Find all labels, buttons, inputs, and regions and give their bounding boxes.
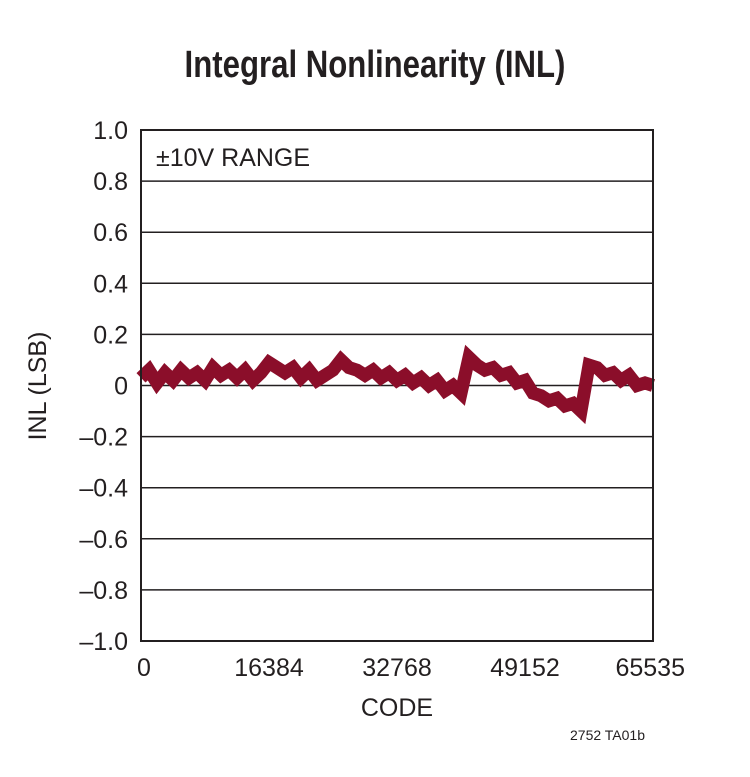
plot-border xyxy=(140,129,654,642)
x-tick-label: 16384 xyxy=(234,654,304,682)
y-axis-label: INL (LSB) xyxy=(24,332,52,441)
y-tick-label: –0.4 xyxy=(79,475,128,503)
inl-trace xyxy=(136,344,655,425)
y-tick-label: 0.8 xyxy=(93,168,128,196)
y-tick-label: –0.8 xyxy=(79,577,128,605)
y-tick-label: 1.0 xyxy=(93,117,128,145)
x-tick-label: 0 xyxy=(137,654,151,682)
y-tick-label: –0.2 xyxy=(79,424,128,452)
y-tick-label: 0 xyxy=(114,373,128,401)
x-tick-label: 65535 xyxy=(615,654,685,682)
x-tick-label: 49152 xyxy=(490,654,560,682)
x-axis-label: CODE xyxy=(361,694,433,722)
y-tick-label: –0.6 xyxy=(79,526,128,554)
figure-id: 2752 TA01b xyxy=(570,727,645,743)
y-tick-label: –1.0 xyxy=(79,628,128,656)
y-tick-label: 0.2 xyxy=(93,321,128,349)
range-annotation: ±10V RANGE xyxy=(156,144,310,172)
chart-title: Integral Nonlinearity (INL) xyxy=(184,44,566,86)
x-tick-label: 32768 xyxy=(362,654,432,682)
y-tick-label: 0.6 xyxy=(93,219,128,247)
y-tick-label: 0.4 xyxy=(93,270,128,298)
